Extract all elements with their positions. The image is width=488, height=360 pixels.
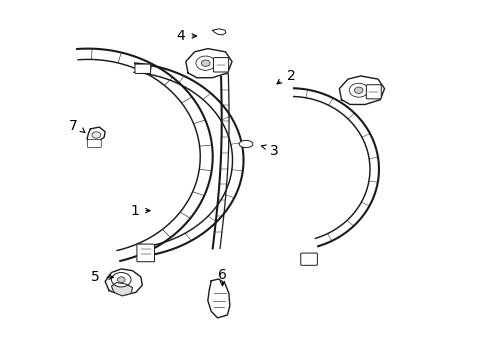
Circle shape — [111, 273, 131, 287]
Polygon shape — [111, 283, 132, 296]
Polygon shape — [185, 49, 231, 78]
Text: 1: 1 — [130, 204, 139, 217]
FancyBboxPatch shape — [87, 140, 101, 148]
Text: 6: 6 — [218, 269, 226, 282]
Circle shape — [354, 87, 362, 93]
Polygon shape — [212, 29, 225, 35]
Ellipse shape — [239, 140, 252, 148]
Text: 5: 5 — [91, 270, 100, 284]
Circle shape — [348, 83, 367, 97]
FancyBboxPatch shape — [137, 244, 154, 262]
Polygon shape — [87, 127, 105, 143]
Circle shape — [196, 56, 215, 70]
FancyBboxPatch shape — [366, 85, 381, 99]
Text: 7: 7 — [69, 119, 78, 133]
Circle shape — [92, 132, 101, 138]
Polygon shape — [207, 279, 229, 318]
Circle shape — [201, 60, 210, 67]
Text: 2: 2 — [286, 69, 295, 82]
FancyBboxPatch shape — [213, 58, 228, 72]
Polygon shape — [339, 76, 384, 104]
Text: 4: 4 — [176, 29, 185, 43]
Circle shape — [117, 277, 125, 283]
FancyBboxPatch shape — [135, 64, 150, 73]
Polygon shape — [105, 269, 142, 295]
FancyBboxPatch shape — [300, 253, 317, 265]
Text: 3: 3 — [269, 144, 278, 158]
